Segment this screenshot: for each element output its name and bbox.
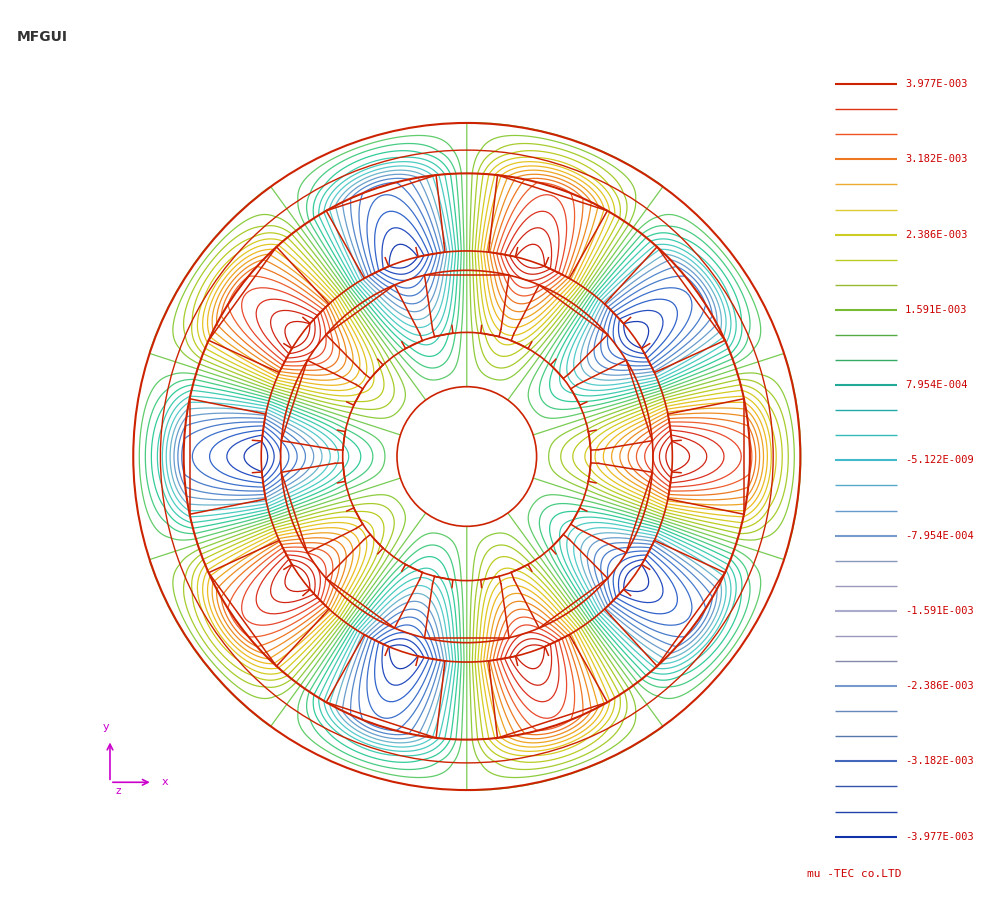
Text: -2.386E-003: -2.386E-003: [905, 681, 974, 691]
Text: x: x: [162, 777, 168, 787]
Text: 3.977E-003: 3.977E-003: [905, 79, 967, 89]
Text: -1.591E-003: -1.591E-003: [905, 606, 974, 616]
Text: z: z: [116, 786, 121, 796]
Text: mu -TEC co.LTD: mu -TEC co.LTD: [807, 869, 901, 879]
Text: 2.386E-003: 2.386E-003: [905, 230, 967, 239]
Text: 1.591E-003: 1.591E-003: [905, 305, 967, 315]
Text: 3.182E-003: 3.182E-003: [905, 154, 967, 164]
Text: -5.122E-009: -5.122E-009: [905, 456, 974, 466]
Text: -3.977E-003: -3.977E-003: [905, 832, 974, 842]
Text: -7.954E-004: -7.954E-004: [905, 530, 974, 540]
Text: y: y: [103, 722, 110, 732]
Text: MFGUI: MFGUI: [17, 30, 68, 44]
Text: -3.182E-003: -3.182E-003: [905, 756, 974, 766]
Text: 7.954E-004: 7.954E-004: [905, 380, 967, 390]
